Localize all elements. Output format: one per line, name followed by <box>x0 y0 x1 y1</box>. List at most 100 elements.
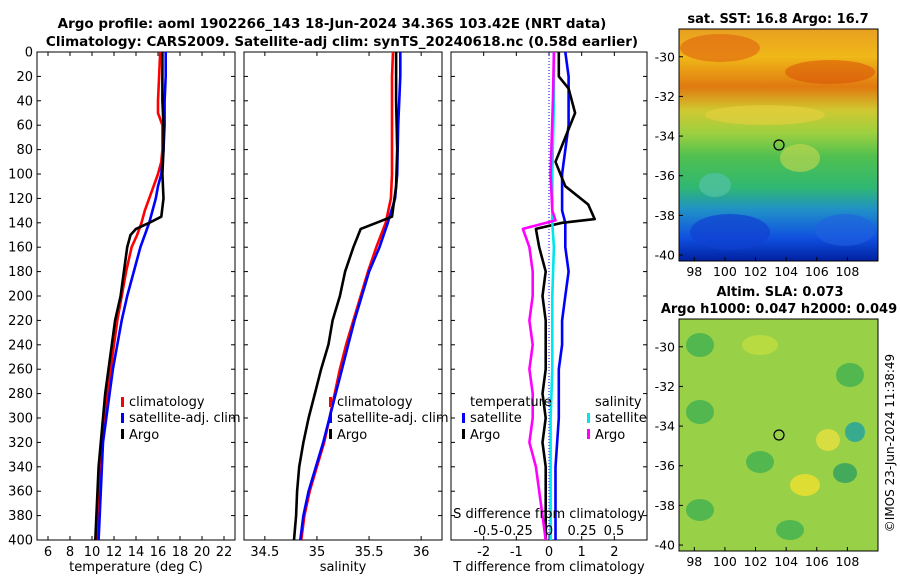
map-x-tick-label: 104 <box>774 554 798 569</box>
x-tick-label: 36 <box>413 545 430 560</box>
x-tick-label: 20 <box>194 545 211 560</box>
difference-x-ticks: -2 -1 0 1 2 <box>477 52 618 560</box>
temperature-panel: 0 20 40 60 80 100 120 140 160 180 200 220 240 260 280 3… <box>8 46 240 576</box>
x-tick-label: 8 <box>66 545 74 560</box>
y-tick-label: 240 <box>8 338 33 353</box>
y-tick-label: 160 <box>8 241 33 256</box>
y-tick-label: 20 <box>16 70 33 85</box>
map-x-tick-label: 108 <box>835 554 859 569</box>
s-diff-tick-label: 0 <box>545 524 553 539</box>
sla-low-patch <box>845 422 865 442</box>
difference-legend-temperature: temperature satellite Argo <box>462 395 552 443</box>
series-line-temperature-argo <box>534 52 597 540</box>
sla-low-patch <box>746 451 774 473</box>
y-tick-label: 200 <box>8 290 33 305</box>
map-x-tick-label: 102 <box>744 554 768 569</box>
legend-title-temperature: temperature <box>470 395 552 410</box>
legend-marker-s-satellite <box>587 413 590 423</box>
map-x-tick-label: 100 <box>713 264 737 279</box>
sst-map-panel: sat. SST: 16.8 Argo: 16.7 98 100 102 104 106… <box>655 12 879 279</box>
temperature-axes-box <box>36 51 236 541</box>
salinity-difference-ticks: -0.5 -0.25 0 0.25 0.5 <box>473 524 624 539</box>
y-tick-label: 100 <box>8 168 33 183</box>
sst-mid-patch <box>705 105 825 125</box>
legend-marker-climatology <box>121 397 124 407</box>
legend-label-argo: Argo <box>129 428 159 443</box>
map-y-tick-label: -40 <box>655 538 675 553</box>
temperature-y-ticks: 0 20 40 60 80 100 120 140 160 180 200 220 240 260 280 3… <box>8 46 235 549</box>
legend-title-salinity: salinity <box>595 395 642 410</box>
map-x-tick-label: 104 <box>774 264 798 279</box>
x-tick-label: 35.5 <box>355 545 384 560</box>
sla-low-patch <box>776 520 804 540</box>
salinity-panel: 34.5 35 35.5 36 salinity climatology satell… <box>243 51 449 575</box>
map-x-tick-label: 98 <box>686 554 702 569</box>
legend-marker-satellite <box>121 413 124 423</box>
x-tick-label: 0 <box>545 545 553 560</box>
y-tick-label: 220 <box>8 314 33 329</box>
sla-y-ticks: -30 -32 -34 -36 -38 -40 <box>655 339 683 553</box>
series-line-argo <box>94 52 165 540</box>
legend-marker-t-argo <box>462 429 465 439</box>
y-tick-label: 120 <box>8 192 33 207</box>
sla-high-patch <box>742 335 778 355</box>
x-tick-label: 1 <box>578 545 586 560</box>
x-tick-label: -2 <box>477 545 490 560</box>
sst-x-ticks: 98 100 102 104 106 108 <box>686 257 859 279</box>
x-tick-label: 12 <box>106 545 123 560</box>
y-tick-label: 140 <box>8 216 33 231</box>
map-y-tick-label: -34 <box>655 419 675 434</box>
sla-high-patch <box>816 429 840 451</box>
sst-cold-patch <box>815 214 875 246</box>
difference-panel: -2 -1 0 1 2 T difference from climatology S … <box>450 51 648 575</box>
legend-marker-climatology <box>329 397 332 407</box>
x-tick-label: -1 <box>510 545 523 560</box>
sla-map-panel: Altim. SLA: 0.073 Argo h1000: 0.047 h200… <box>655 285 898 569</box>
legend-marker-s-argo <box>587 429 590 439</box>
s-diff-tick-label: 0.5 <box>604 524 625 539</box>
y-tick-label: 80 <box>16 143 33 158</box>
s-diff-tick-label: -0.25 <box>499 524 533 539</box>
main-title-line1: Argo profile: aoml 1902266_143 18-Jun-20… <box>58 16 607 32</box>
y-tick-label: 0 <box>25 46 33 61</box>
map-y-tick-label: -38 <box>655 208 675 223</box>
sla-map-title-2: Argo h1000: 0.047 h2000: 0.049 <box>661 302 897 317</box>
y-tick-label: 280 <box>8 387 33 402</box>
y-tick-label: 300 <box>8 412 33 427</box>
x-tick-label: 35 <box>309 545 326 560</box>
difference-s-label: S difference from climatology <box>453 507 645 522</box>
sla-low-patch <box>686 499 714 521</box>
difference-y-ticks <box>451 51 647 541</box>
salinity-lines <box>292 52 402 540</box>
sla-map-frame <box>678 318 879 552</box>
sst-features <box>680 34 875 250</box>
salinity-x-ticks: 34.5 35 35.5 36 <box>250 52 429 560</box>
map-y-tick-label: -30 <box>655 339 675 354</box>
main-title-line2: Climatology: CARS2009. Satellite-adj cli… <box>46 34 638 50</box>
map-x-tick-label: 102 <box>744 264 768 279</box>
legend-label-climatology: climatology <box>129 395 205 410</box>
y-tick-label: 320 <box>8 436 33 451</box>
sst-cold-patch <box>690 214 770 250</box>
map-y-tick-label: -36 <box>655 168 675 183</box>
temperature-x-label: temperature (deg C) <box>69 560 203 575</box>
sla-low-patch <box>686 333 714 357</box>
legend-label-climatology: climatology <box>337 395 413 410</box>
x-tick-label: 34.5 <box>250 545 279 560</box>
y-tick-label: 380 <box>8 509 33 524</box>
sst-argo-marker <box>773 139 785 151</box>
series-line-temperature-satellite <box>554 52 570 540</box>
x-tick-label: 14 <box>128 545 145 560</box>
sst-warm-patch <box>785 60 875 84</box>
x-tick-label: 6 <box>44 545 52 560</box>
sla-map-title-1: Altim. SLA: 0.073 <box>717 285 844 300</box>
legend-label-t-satellite: satellite <box>470 411 522 426</box>
legend-label-argo: Argo <box>337 428 367 443</box>
sla-low-patch <box>833 463 857 483</box>
sla-features <box>686 333 865 540</box>
x-tick-label: 2 <box>610 545 618 560</box>
x-tick-label: 22 <box>216 545 233 560</box>
y-tick-label: 60 <box>16 119 33 134</box>
map-x-tick-label: 98 <box>686 264 702 279</box>
legend-marker-argo <box>329 429 332 439</box>
